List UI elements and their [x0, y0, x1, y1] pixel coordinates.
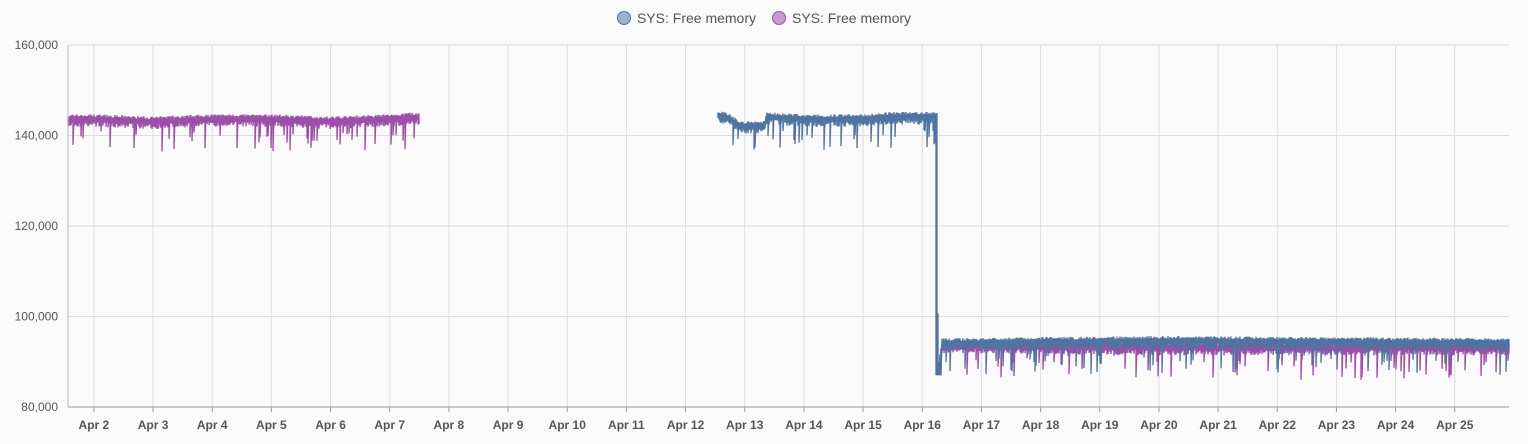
series-layer — [67, 111, 1510, 380]
x-tick-label: Apr 18 — [1022, 418, 1060, 432]
x-tick-label: Apr 16 — [904, 418, 942, 432]
x-tick-label: Apr 17 — [963, 418, 1001, 432]
x-tick-label: Apr 22 — [1259, 418, 1297, 432]
chart-legend: SYS: Free memory SYS: Free memory — [0, 10, 1528, 26]
x-tick-label: Apr 20 — [1140, 418, 1178, 432]
grid-layer — [68, 44, 1509, 408]
x-tick-label: Apr 23 — [1318, 418, 1356, 432]
x-tick-label: Apr 3 — [138, 418, 169, 432]
series-line-2-segment-1 — [67, 112, 420, 152]
x-tick-label: Apr 9 — [493, 418, 524, 432]
x-tick-label: Apr 5 — [256, 418, 287, 432]
x-tick-label: Apr 24 — [1377, 418, 1415, 432]
y-tick-label: 100,000 — [15, 310, 59, 324]
legend-swatch-series-2 — [772, 11, 786, 25]
y-tick-label: 160,000 — [15, 38, 59, 52]
y-tick-label: 80,000 — [21, 400, 58, 414]
x-tick-label: Apr 10 — [549, 418, 587, 432]
x-tick-label: Apr 2 — [79, 418, 110, 432]
legend-item-series-1[interactable]: SYS: Free memory — [616, 10, 756, 26]
x-tick-label: Apr 19 — [1081, 418, 1119, 432]
legend-label-series-2: SYS: Free memory — [792, 10, 912, 26]
legend-item-series-2[interactable]: SYS: Free memory — [772, 10, 911, 26]
x-tick-label: Apr 11 — [608, 418, 645, 432]
x-tick-label: Apr 15 — [844, 418, 882, 432]
axis-layer: 80,000 100,000 120,000 140,000 160,000 Apr 2 A… — [15, 38, 1509, 432]
x-tick-label: Apr 14 — [785, 418, 823, 432]
x-tick-label: Apr 8 — [434, 418, 465, 432]
x-tick-label: Apr 4 — [197, 418, 228, 432]
y-tick-label: 140,000 — [15, 129, 59, 143]
legend-label-series-1: SYS: Free memory — [636, 10, 756, 26]
x-tick-label: Apr 13 — [726, 418, 764, 432]
y-tick-label: 120,000 — [15, 219, 59, 233]
series-line-1-segment-1 — [717, 111, 1510, 376]
legend-swatch-series-1 — [616, 11, 631, 25]
x-tick-label: Apr 6 — [315, 418, 346, 432]
x-tick-label: Apr 12 — [667, 418, 705, 432]
x-tick-label: Apr 25 — [1436, 418, 1474, 432]
x-tick-label: Apr 7 — [374, 418, 405, 432]
x-tick-label: Apr 21 — [1199, 418, 1237, 432]
